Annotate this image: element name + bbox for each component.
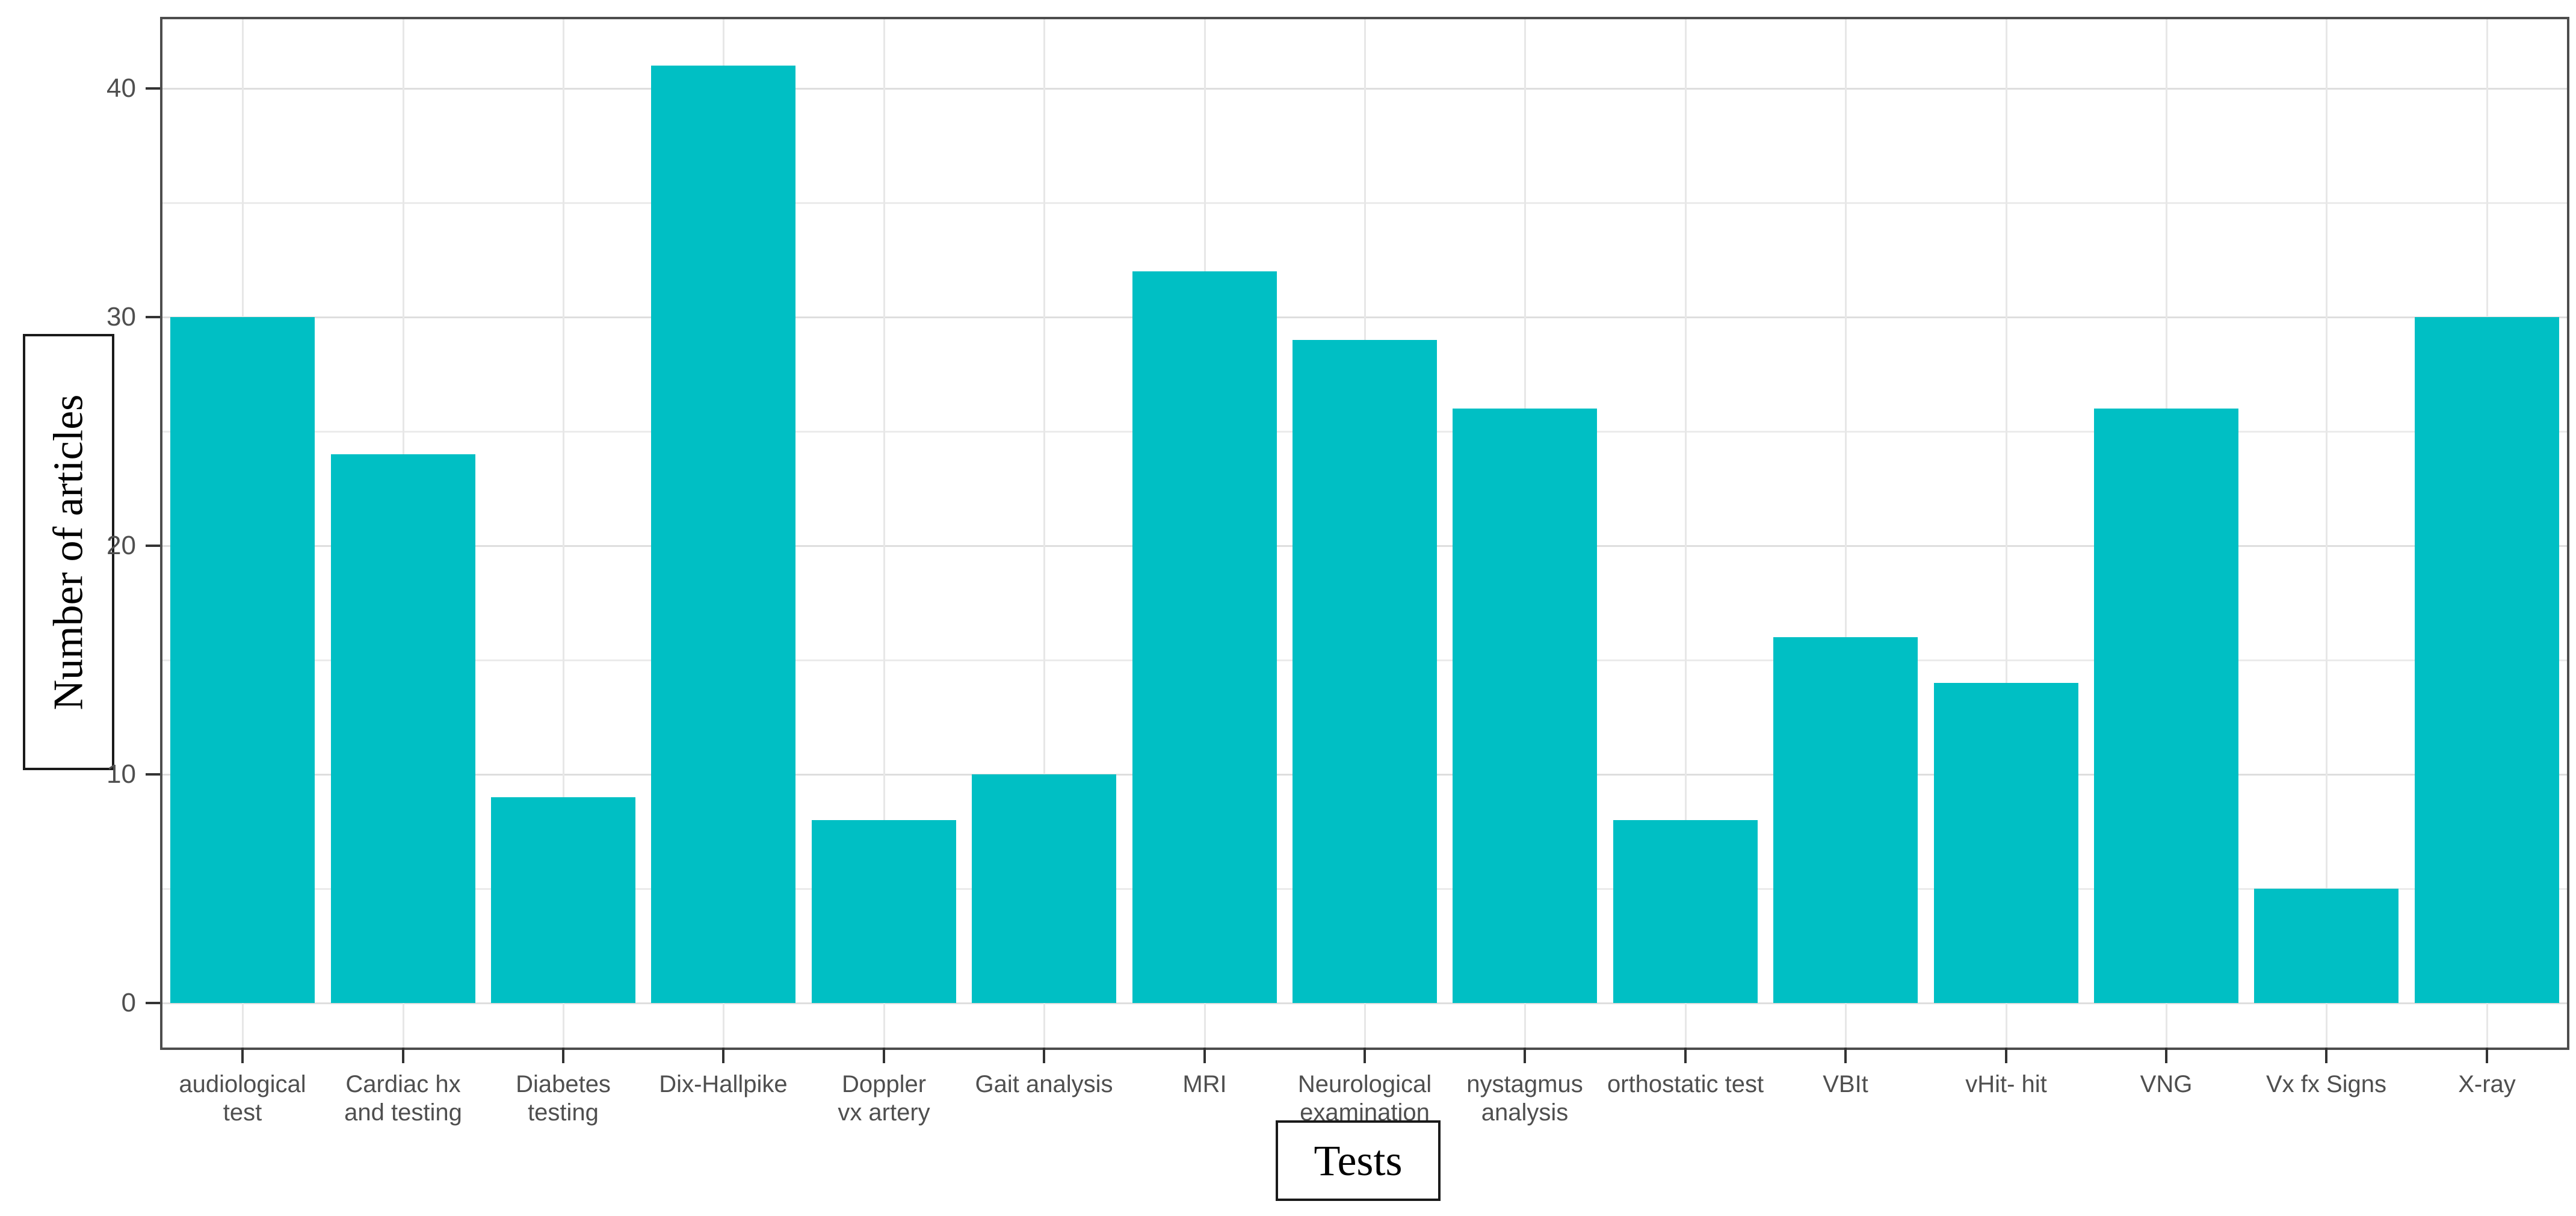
vertical-gridline xyxy=(1845,19,1847,1048)
x-tick-label: VBIt xyxy=(1823,1071,1868,1097)
y-tick xyxy=(146,87,160,90)
y-tick xyxy=(146,316,160,318)
vertical-gridline xyxy=(2326,19,2327,1048)
y-tick xyxy=(146,1002,160,1004)
bar-7 xyxy=(1132,271,1277,1003)
x-axis-title-box: Tests xyxy=(1276,1120,1441,1201)
bar-1 xyxy=(170,317,315,1003)
x-tick-label: Gait analysis xyxy=(975,1071,1113,1097)
x-tick-label: X-ray xyxy=(2458,1071,2516,1097)
vertical-gridline xyxy=(1043,19,1045,1048)
y-axis-title-box: Number of articles xyxy=(23,334,114,770)
vertical-gridline xyxy=(2006,19,2007,1048)
bar-14 xyxy=(2254,889,2398,1003)
vertical-gridline xyxy=(883,19,885,1048)
x-axis-title: Tests xyxy=(1314,1136,1403,1185)
x-tick xyxy=(2325,1048,2327,1063)
x-tick xyxy=(1203,1048,1206,1063)
x-tick-label: Diabetes testing xyxy=(516,1071,611,1126)
y-tick-label: 10 xyxy=(107,759,136,789)
bar-9 xyxy=(1453,409,1597,1003)
x-tick xyxy=(1364,1048,1366,1063)
x-tick xyxy=(1684,1048,1687,1063)
x-tick-label: Cardiac hx and testing xyxy=(344,1071,462,1126)
vertical-gridline xyxy=(563,19,564,1048)
bar-12 xyxy=(1934,683,2078,1003)
y-tick-label: 30 xyxy=(107,302,136,332)
x-tick xyxy=(722,1048,724,1063)
bar-2 xyxy=(331,454,475,1003)
vertical-gridline xyxy=(1685,19,1687,1048)
bar-15 xyxy=(2415,317,2559,1003)
bar-5 xyxy=(812,820,956,1003)
x-tick xyxy=(562,1048,564,1063)
x-tick-label: Dix-Hallpike xyxy=(659,1071,788,1097)
y-tick-label: 40 xyxy=(107,73,136,103)
x-tick-label: VNG xyxy=(2140,1071,2193,1097)
y-tick-label: 20 xyxy=(107,531,136,560)
x-tick xyxy=(1043,1048,1045,1063)
y-tick-label: 0 xyxy=(121,988,136,1017)
bar-3 xyxy=(491,797,635,1003)
bar-10 xyxy=(1613,820,1758,1003)
x-tick-label: orthostatic test xyxy=(1607,1071,1764,1097)
y-tick xyxy=(146,545,160,547)
x-tick xyxy=(1844,1048,1847,1063)
x-tick xyxy=(2165,1048,2167,1063)
x-tick-label: vHit- hit xyxy=(1965,1071,2047,1097)
x-tick-label: audiological test xyxy=(179,1071,306,1126)
y-tick xyxy=(146,773,160,776)
plot-panel xyxy=(160,17,2569,1050)
bar-4 xyxy=(651,66,795,1003)
x-tick xyxy=(883,1048,885,1063)
bar-13 xyxy=(2094,409,2238,1003)
bar-6 xyxy=(972,774,1116,1003)
x-tick xyxy=(2005,1048,2007,1063)
x-tick xyxy=(1524,1048,1526,1063)
x-tick xyxy=(2486,1048,2488,1063)
x-tick-label: MRI xyxy=(1182,1071,1227,1097)
x-tick-label: Vx fx Signs xyxy=(2266,1071,2387,1097)
bar-11 xyxy=(1773,637,1918,1003)
x-tick-label: Doppler vx artery xyxy=(838,1071,930,1126)
x-tick xyxy=(402,1048,404,1063)
x-tick-label: nystagmus analysis xyxy=(1466,1071,1583,1126)
bar-8 xyxy=(1293,340,1437,1003)
x-tick xyxy=(241,1048,244,1063)
